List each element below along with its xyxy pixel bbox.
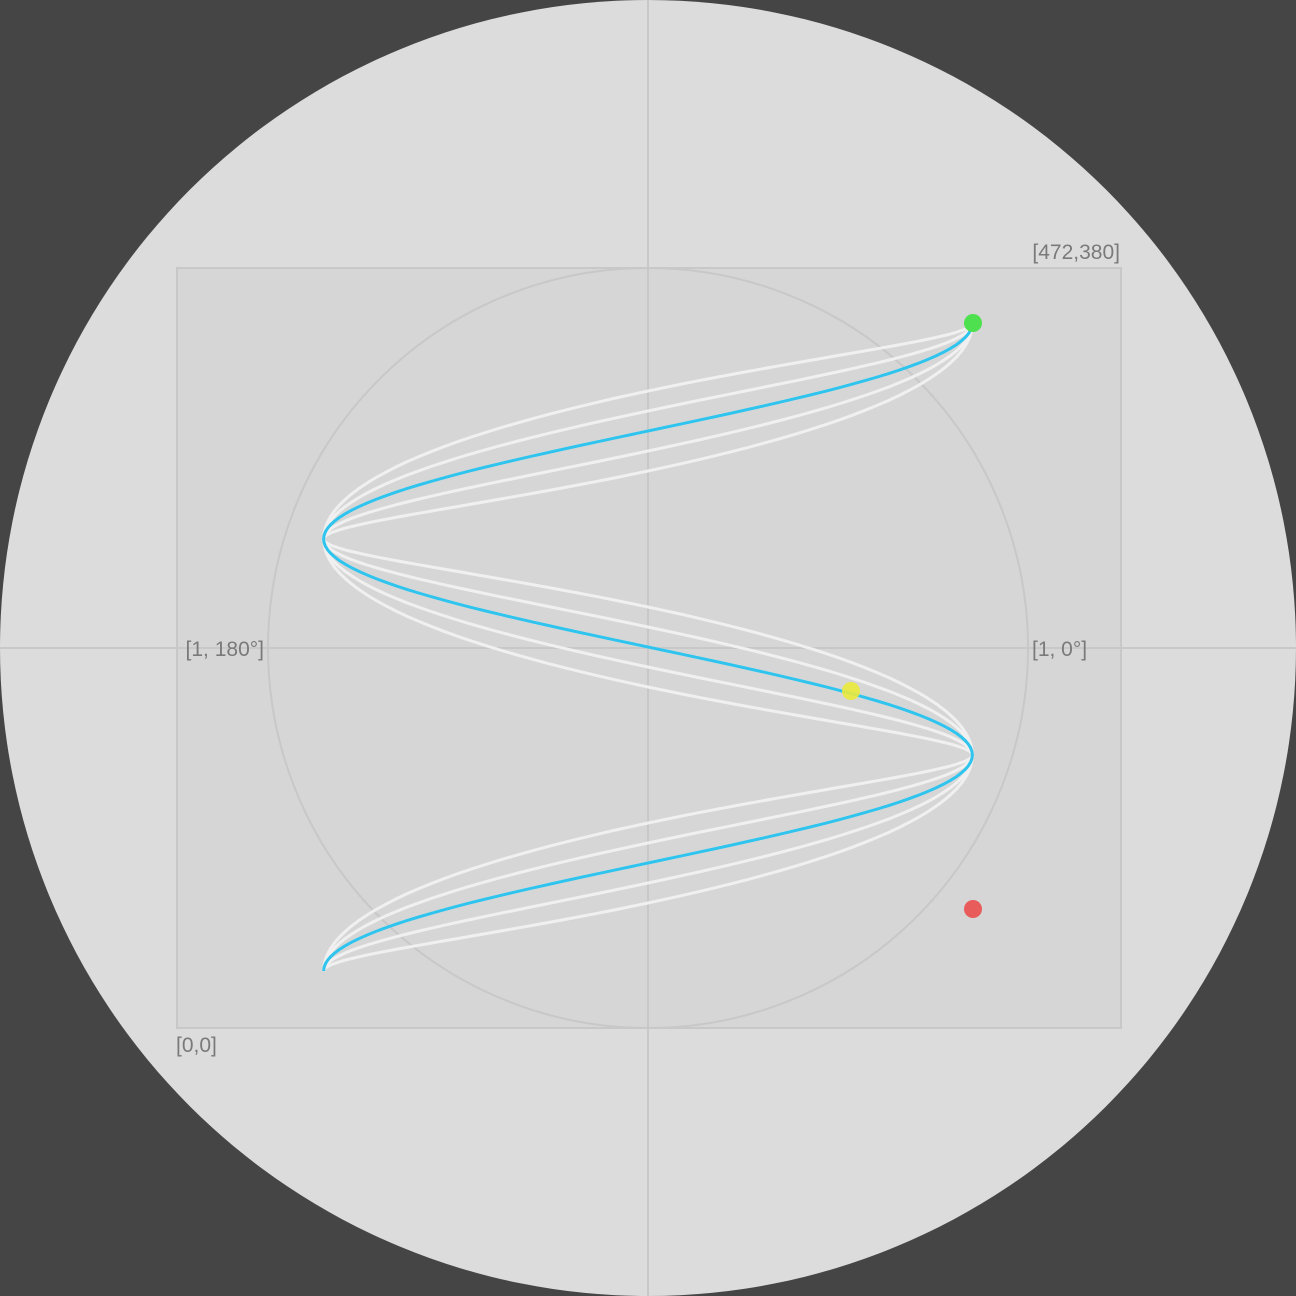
left-axis-label: [1, 180°] xyxy=(186,638,264,661)
top-right-corner-label: [472,380] xyxy=(1032,241,1120,264)
previous-trace-curve xyxy=(322,322,974,972)
previous-trace-curve xyxy=(322,322,974,972)
end-marker[interactable] xyxy=(964,900,982,918)
start-marker[interactable] xyxy=(964,314,982,332)
previous-trace-curve xyxy=(322,322,974,972)
right-axis-label: [1, 0°] xyxy=(1032,638,1087,661)
unit-circle xyxy=(267,267,1029,1029)
cursor-marker[interactable] xyxy=(842,682,860,700)
bottom-left-corner-label: [0,0] xyxy=(176,1034,217,1057)
active-trace xyxy=(322,322,974,972)
active-trace-curve xyxy=(322,322,974,972)
previous-trace-curve xyxy=(322,322,974,972)
